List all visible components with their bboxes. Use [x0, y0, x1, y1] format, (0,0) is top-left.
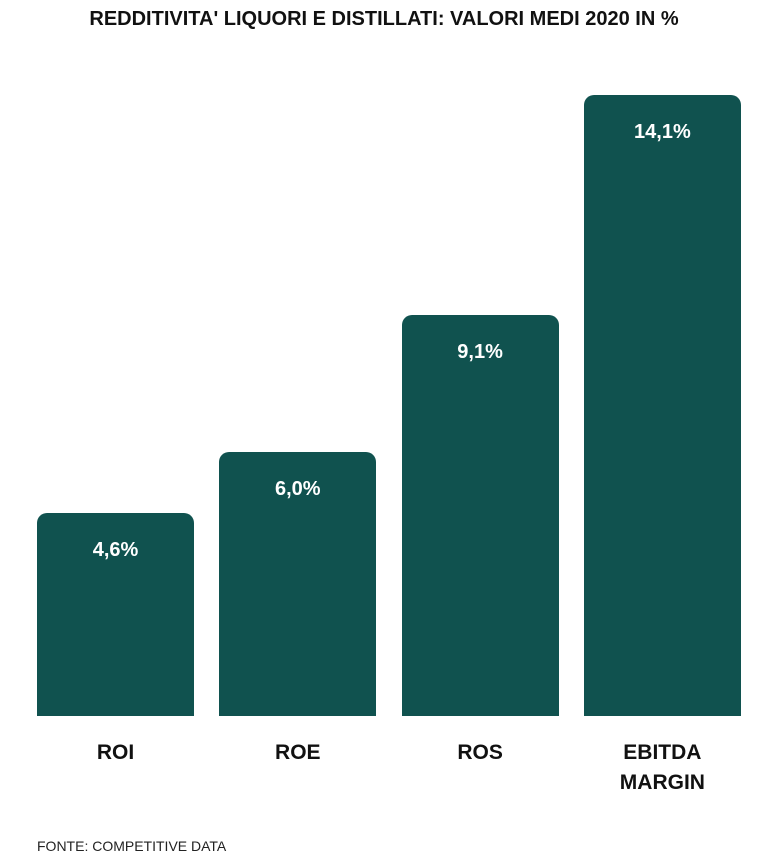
value-label: 6,0% [275, 477, 321, 500]
chart-title: REDDITIVITA' LIQUORI E DISTILLATI: VALOR… [89, 8, 679, 30]
bar [583, 95, 741, 716]
bar [37, 513, 194, 716]
bar [401, 315, 559, 716]
value-label: 14,1% [634, 121, 691, 143]
x-tick-label: EBITDA MARGIN [619, 741, 705, 794]
source-note: FONTE: COMPETITIVE DATA [37, 838, 227, 854]
value-label: 4,6% [92, 539, 139, 562]
value-label: 9,1% [457, 341, 503, 364]
x-tick-label: ROS [457, 741, 503, 764]
x-tick-label: ROI [96, 741, 135, 764]
x-tick-label: ROE [275, 741, 321, 764]
bar [219, 451, 377, 716]
